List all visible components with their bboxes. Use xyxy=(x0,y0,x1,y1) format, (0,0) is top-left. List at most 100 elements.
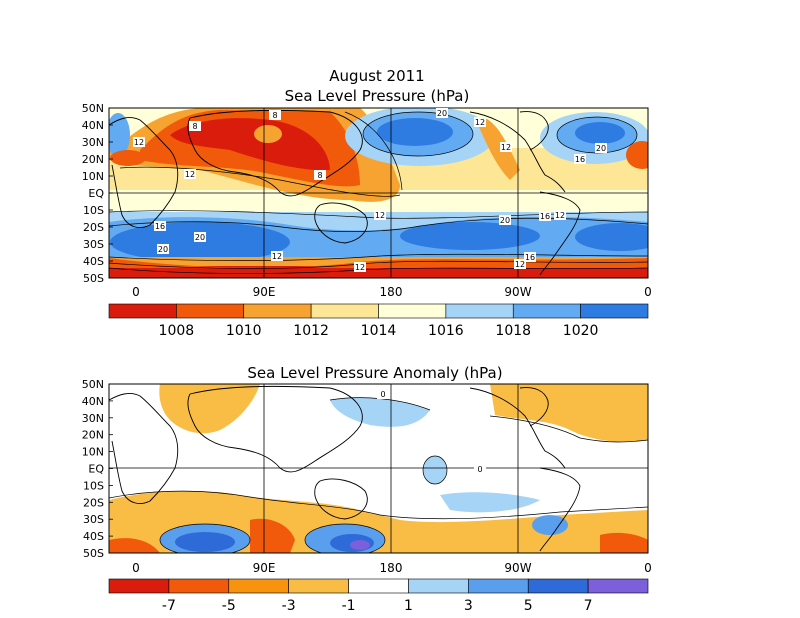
bottom-contour-label: 0 xyxy=(380,390,385,399)
top-continents xyxy=(109,109,581,276)
top-contour-label-bg xyxy=(374,210,386,220)
north-atlantic-positive xyxy=(490,384,648,442)
europe-high xyxy=(109,113,130,157)
bottom-lat-label: 40N xyxy=(82,395,104,408)
top-contour-label-bg xyxy=(157,244,169,254)
tropical-pacific-negative xyxy=(423,456,447,484)
top-contour-label-bg xyxy=(271,251,283,261)
top-lon-labels: 0 90E 180 90W 0 xyxy=(132,285,652,299)
north-africa-low xyxy=(110,150,146,166)
top-contour-label-bg xyxy=(500,142,512,152)
bottom-colorbar-label: -1 xyxy=(342,598,356,614)
bottom-title: Sea Level Pressure Anomaly (hPa) xyxy=(247,364,502,382)
bottom-colorbar-swatch xyxy=(527,578,589,594)
top-lon-label: 90W xyxy=(504,285,531,299)
top-lat-ticks: 50N 40N 30N 20N 10N EQ 10S 20S 30S 40S 50S xyxy=(82,102,113,285)
bottom-lon-label: 180 xyxy=(380,561,403,575)
bottom-colorbar-swatch xyxy=(468,578,529,594)
south-indian-negative-core xyxy=(175,532,235,552)
top-colorbar-label: 1014 xyxy=(361,323,397,339)
top-contour-label-bg xyxy=(595,143,607,153)
top-contour-label-bg xyxy=(436,108,448,118)
top-contour-label-bg xyxy=(524,252,536,262)
top-contour-label-bg xyxy=(574,154,586,164)
bottom-colorbar-swatch xyxy=(288,578,349,594)
bottom-colorbar-swatch xyxy=(228,578,289,594)
top-contour-label-bg xyxy=(314,170,326,180)
asian-low-core xyxy=(170,118,330,171)
bottom-colorbar-label: -5 xyxy=(222,598,236,614)
bottom-colorbar-label: -3 xyxy=(282,598,296,614)
top-contour-label: 8 xyxy=(192,122,197,131)
north-atlantic-high-core xyxy=(575,122,625,144)
bottom-lat-label: 20S xyxy=(83,496,104,509)
north-pacific-negative xyxy=(330,397,430,427)
bottom-contour-labels: 00 xyxy=(377,389,486,474)
top-lat-label: 30N xyxy=(82,136,104,149)
bottom-colorbar-label: 5 xyxy=(524,598,533,614)
top-contour-label: 8 xyxy=(317,171,322,180)
top-lat-label: 40S xyxy=(83,255,104,268)
top-contour-label: 20 xyxy=(437,109,447,118)
top-contour-label-bg xyxy=(499,215,511,225)
bottom-lat-label: EQ xyxy=(88,463,104,476)
bottom-lat-label: 50S xyxy=(83,547,104,560)
bottom-lat-label: 10N xyxy=(82,446,104,459)
tropical-band xyxy=(109,197,648,215)
south-pacific-negative xyxy=(440,492,540,513)
top-colorbar-swatch xyxy=(445,303,514,319)
bottom-lat-ticks: 50N 40N 30N 20N 10N EQ 10S 20S 30S 40S 50S xyxy=(82,378,113,560)
bottom-lon-label: 0 xyxy=(132,561,140,575)
top-contour-label: 16 xyxy=(155,222,165,231)
top-contour-label-bg xyxy=(189,121,201,131)
top-colorbar-swatch xyxy=(176,303,245,319)
top-contour-label: 16 xyxy=(540,212,550,221)
top-lat-label: 50N xyxy=(82,102,104,115)
top-contour-label: 12 xyxy=(355,263,365,272)
bottom-lat-label: 10S xyxy=(83,479,104,492)
top-contour-label-bg xyxy=(269,110,281,120)
top-title-line2: Sea Level Pressure (hPa) xyxy=(285,87,470,105)
top-contour-label-bg xyxy=(514,259,526,269)
top-lat-label: 10N xyxy=(82,170,104,183)
top-lat-label: 20N xyxy=(82,153,104,166)
bottom-colorbar-label: 1 xyxy=(404,598,413,614)
bottom-contour-label-bg xyxy=(474,464,486,474)
bottom-lat-label: 30N xyxy=(82,412,104,425)
top-lon-label: 0 xyxy=(132,285,140,299)
tasman-positive xyxy=(250,518,295,553)
tibet-high xyxy=(254,125,282,143)
south-atlantic-positive xyxy=(600,532,648,553)
eurasia-positive xyxy=(159,384,260,434)
bottom-lon-labels: 0 90E 180 90W 0 xyxy=(132,561,652,575)
top-title-line1: August 2011 xyxy=(329,67,424,85)
bottom-map xyxy=(109,384,648,553)
top-lat-label: 30S xyxy=(83,238,104,251)
bottom-lat-label: 50N xyxy=(82,378,104,391)
bottom-lat-label: 20N xyxy=(82,429,104,442)
bottom-colorbar-swatch xyxy=(408,578,469,594)
bottom-colorbar-label: 7 xyxy=(584,598,593,614)
top-lon-label: 0 xyxy=(644,285,652,299)
top-lon-label: 90E xyxy=(253,285,276,299)
north-pacific-high-core xyxy=(377,118,453,146)
bottom-contour-label-bg xyxy=(377,389,389,399)
top-colorbar-label: 1008 xyxy=(159,323,195,339)
top-colorbar-label: 1010 xyxy=(226,323,262,339)
bottom-lon-label: 0 xyxy=(644,561,652,575)
bottom-contour-label: 0 xyxy=(477,465,482,474)
north-america-low xyxy=(478,118,520,180)
top-colorbar-label: 1018 xyxy=(495,323,531,339)
bottom-colorbar-label: 3 xyxy=(464,598,473,614)
top-contour-label: 20 xyxy=(158,245,168,254)
bottom-colorbar-swatch xyxy=(168,578,230,594)
top-colorbar-label: 1020 xyxy=(563,323,599,339)
top-lat-label: 50S xyxy=(83,272,104,285)
top-contour-label: 20 xyxy=(500,216,510,225)
south-pacific-west-peak xyxy=(350,540,370,550)
top-contour-label: 20 xyxy=(596,144,606,153)
top-contour-label: 12 xyxy=(475,118,485,127)
top-contour-label-bg xyxy=(539,211,551,221)
top-contour-label: 12 xyxy=(272,252,282,261)
